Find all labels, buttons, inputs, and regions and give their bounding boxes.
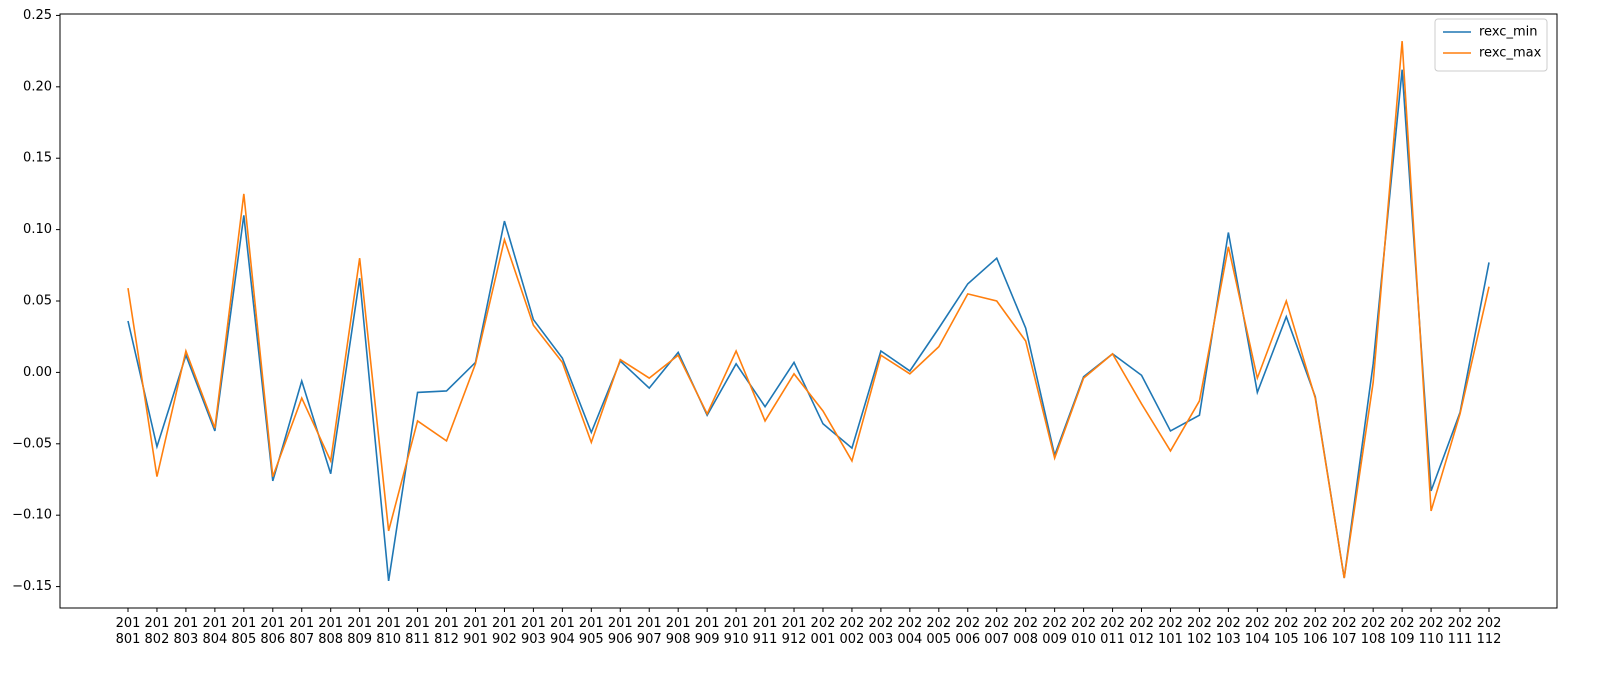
x-tick-label: 201909 [694,616,720,647]
x-tick-label: 201808 [318,616,344,647]
x-tick-label: 201905 [578,616,604,647]
x-tick-label: 202108 [1360,616,1386,647]
x-tick-label: 201805 [231,616,257,647]
x-tick-label: 201901 [463,616,488,647]
y-tick-label: 0.10 [23,222,52,237]
legend-label: rexc_min [1479,25,1537,40]
x-tick-label: 202105 [1273,616,1299,647]
x-tick-label: 201807 [289,616,315,647]
x-tick-label: 202001 [810,616,836,647]
y-tick-label: 0.00 [23,365,52,380]
x-tick-label: 202007 [984,616,1010,647]
x-tick-label: 201802 [144,616,170,647]
y-tick-label: 0.05 [23,294,52,309]
x-tick-label: 202012 [1129,616,1154,647]
x-tick-label: 202104 [1244,616,1270,647]
x-tick-label: 202006 [955,616,981,647]
x-tick-label: 201809 [347,616,373,647]
x-tick-label: 201903 [520,616,546,647]
x-tick-label: 202005 [926,616,952,647]
plot-frame [59,13,1558,609]
x-tick-label: 201902 [492,616,517,647]
x-tick-label: 201810 [376,616,402,647]
x-tick-label: 202010 [1071,616,1096,647]
y-tick-label: 0.25 [23,8,52,23]
x-tick-label: 201812 [434,616,459,647]
x-tick-label: 202107 [1331,616,1357,647]
x-tick-label: 202103 [1215,616,1241,647]
y-tick-label: 0.20 [23,79,52,94]
x-tick-label: 201811 [405,616,430,647]
x-tick-label: 201904 [549,616,575,647]
legend-label: rexc_max [1479,46,1542,61]
y-tick-label: 0.15 [23,151,52,166]
x-tick-label: 201804 [202,616,228,647]
x-tick-label: 202004 [897,616,923,647]
x-tick-label: 201801 [115,616,141,647]
x-tick-label: 201911 [752,616,778,647]
x-tick-label: 202008 [1013,616,1039,647]
line-series [127,41,1490,579]
x-tick-label: 201806 [260,616,286,647]
x-tick-label: 202002 [839,616,865,647]
x-tick-label: 201906 [607,616,633,647]
x-tick-label: 202003 [868,616,894,647]
x-tick-label: 202109 [1389,616,1415,647]
x-tick-label: 201907 [636,616,662,647]
x-tick-label: 202111 [1447,616,1473,647]
x-tick-label: 202112 [1476,616,1502,647]
x-tick-label: 202110 [1418,616,1444,647]
y-tick-label: −0.10 [12,508,52,523]
y-tick-label: −0.15 [12,579,52,594]
x-tick-label: 202011 [1100,616,1125,647]
x-tick-label: 201803 [173,616,199,647]
x-tick-label: 202106 [1302,616,1328,647]
x-tick-label: 202101 [1158,616,1183,647]
y-tick-label: −0.05 [12,436,52,451]
line-series [127,69,1490,581]
x-tick-label: 202009 [1042,616,1068,647]
x-tick-label: 201908 [665,616,691,647]
x-tick-label: 202102 [1187,616,1212,647]
x-tick-label: 201910 [723,616,749,647]
x-tick-label: 201912 [781,616,807,647]
